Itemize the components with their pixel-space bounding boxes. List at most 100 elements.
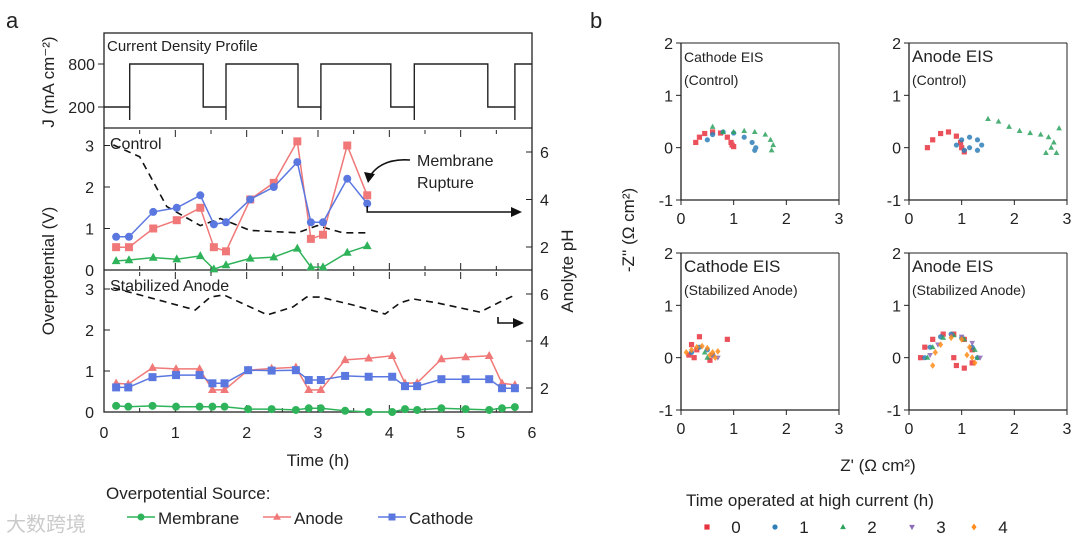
data-point [485, 375, 494, 384]
eis-point [704, 344, 710, 352]
eis-point [961, 147, 967, 153]
eis-point [922, 344, 928, 350]
data-point [292, 243, 302, 252]
data-point [306, 234, 315, 243]
data-point [244, 366, 253, 375]
data-point [148, 252, 158, 261]
x-tick-label: 1 [957, 421, 966, 438]
y-tick-label: 200 [68, 100, 95, 117]
eis-point [696, 134, 703, 140]
y-tick-label: 2 [892, 246, 901, 263]
eis-point [707, 351, 713, 359]
series-cathode [112, 158, 372, 241]
data-point [388, 408, 397, 416]
y-tick-label: 1 [85, 222, 94, 239]
eis-point [953, 142, 960, 148]
arrow-head [513, 318, 524, 328]
data-point [343, 141, 352, 150]
data-point [306, 218, 315, 227]
series-line [116, 369, 515, 389]
eis-point [683, 349, 689, 356]
eis-legend-marker [909, 524, 915, 531]
x-tick-label: 0 [905, 211, 914, 228]
eis-point [985, 115, 991, 121]
legend-label: Membrane [158, 509, 239, 528]
data-point [269, 183, 278, 191]
eis-point [948, 334, 954, 342]
eis-point [693, 139, 699, 146]
eis-point [945, 129, 952, 135]
eis-point [707, 357, 713, 363]
legend-marker [137, 513, 145, 521]
subplot-title: Control [110, 136, 162, 153]
eis-point [710, 129, 716, 135]
eis-point [729, 142, 735, 148]
eis-point [688, 346, 695, 354]
eis-point [974, 137, 981, 143]
eis-point [917, 355, 924, 361]
x-tick-label: 0 [905, 421, 914, 438]
eis-point [953, 362, 959, 369]
eis-point [1006, 123, 1012, 129]
data-point [267, 366, 276, 375]
eis-point [768, 147, 775, 153]
y-tick-label: 0 [892, 141, 901, 158]
arrow-head [364, 172, 375, 183]
y-tick-label: -1 [887, 403, 901, 420]
data-point [124, 402, 133, 411]
data-point [220, 402, 229, 411]
y-tick-label: -1 [659, 193, 673, 210]
y-tick-label: 3 [85, 139, 94, 156]
eis-point [932, 349, 938, 356]
eis-point [959, 137, 965, 143]
eis-subplot [904, 252, 1068, 415]
x-tick-label: 2 [242, 425, 251, 442]
data-point [401, 405, 410, 414]
watermark: 大数跨境 [6, 512, 86, 536]
eis-point [938, 341, 944, 348]
eis-point [974, 147, 981, 153]
y-tick-label: 2 [892, 36, 901, 53]
x-tick-label: 3 [1063, 421, 1072, 438]
data-point [401, 382, 410, 391]
x-tick-label: 5 [456, 425, 465, 442]
data-point [461, 352, 471, 361]
eis-point [940, 334, 947, 340]
data-point [484, 351, 494, 360]
eis-point [995, 118, 1002, 124]
eis-point [752, 147, 758, 153]
eis-point [930, 362, 936, 369]
eis-point [940, 331, 946, 337]
data-point [208, 385, 217, 394]
data-point [316, 376, 325, 385]
x-tick-label: 3 [835, 211, 844, 228]
ph-axis-arrow [497, 317, 518, 324]
data-point [124, 255, 134, 264]
data-point [461, 375, 470, 384]
data-point [171, 364, 181, 373]
y-tick-label: 3 [85, 282, 94, 299]
data-point [306, 262, 316, 271]
y-tick-label: 0 [892, 351, 901, 368]
x-tick-label: 1 [957, 211, 966, 228]
eis-point [958, 139, 964, 146]
data-point [209, 264, 219, 273]
eis-legend-title: Time operated at high current (h) [686, 491, 934, 510]
eis-point [688, 341, 695, 348]
eis-legend-label: 2 [867, 518, 876, 537]
data-point [208, 402, 217, 411]
data-point [293, 158, 302, 167]
annotation-membrane: Membrane [417, 153, 494, 170]
eis-point [1037, 131, 1044, 137]
data-point [111, 256, 121, 265]
data-point [246, 195, 255, 204]
data-point [112, 232, 121, 241]
eis-point [953, 133, 959, 139]
data-point [244, 405, 253, 414]
data-point [343, 174, 352, 183]
data-point [196, 191, 205, 200]
data-point [195, 371, 204, 380]
data-point [316, 404, 325, 413]
eis-point [1027, 129, 1033, 136]
